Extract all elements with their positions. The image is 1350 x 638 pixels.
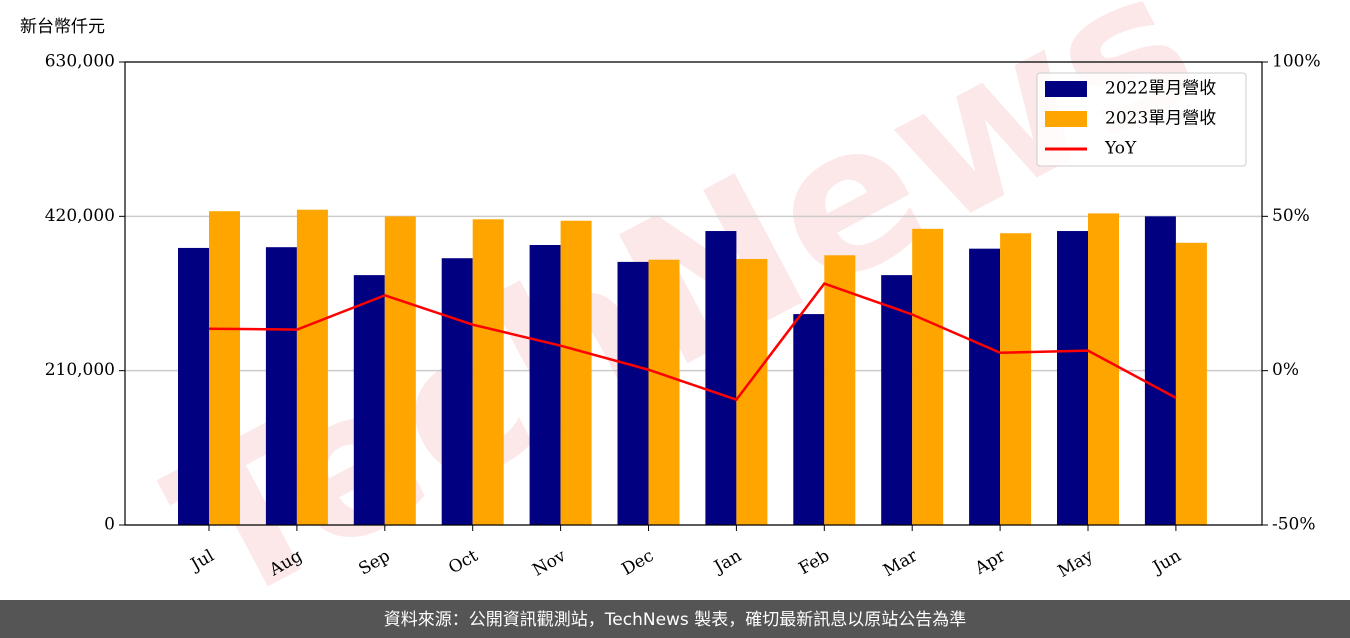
bar (648, 259, 680, 525)
footer-bar (0, 600, 1350, 638)
bar (1057, 231, 1088, 526)
y-tick-label: 420,000 (45, 206, 115, 226)
bar (912, 228, 944, 526)
bar (178, 247, 209, 525)
bar (529, 244, 561, 525)
line (208, 282, 1177, 402)
bar (1144, 216, 1176, 526)
bar (296, 209, 328, 525)
bar (1175, 242, 1207, 526)
bar (617, 261, 649, 525)
bar (793, 314, 825, 525)
y2-tick-label: -50% (1272, 515, 1316, 535)
y-unit-label: 新台幣仟元 (20, 17, 105, 37)
bar (560, 220, 592, 525)
bar (1000, 233, 1032, 525)
y-tick-label: 0 (104, 515, 115, 535)
bar (384, 216, 416, 526)
bar (824, 255, 856, 526)
legend-label: 2022單月營收 (1105, 79, 1216, 99)
y-tick-label: 630,000 (45, 52, 115, 72)
legend-label: 2023單月營收 (1105, 109, 1216, 129)
bar (881, 275, 913, 525)
legend: 2022單月營收 2023單月營收 YoY (1036, 72, 1247, 167)
bar (472, 219, 504, 525)
bar (969, 248, 1001, 525)
bar (353, 275, 385, 525)
y2-tick-label: 100% (1272, 52, 1321, 72)
legend-swatch (1045, 81, 1087, 97)
bar (1088, 213, 1119, 525)
bar (265, 247, 297, 525)
bar (441, 258, 473, 525)
footer: 資料來源：公開資訊觀測站，TechNews 製表，確切最新訊息以原站公告為準 (384, 610, 966, 630)
y-tick-label: 210,000 (45, 360, 115, 380)
y2-tick-label: 50% (1272, 206, 1310, 226)
bar (705, 231, 737, 526)
plot-frame (124, 61, 1263, 526)
y2-tick-label: 0% (1272, 360, 1299, 380)
legend-label: YoY (1104, 139, 1137, 159)
bar (209, 211, 240, 525)
legend-swatch (1045, 111, 1087, 127)
legend-box (1036, 72, 1247, 167)
